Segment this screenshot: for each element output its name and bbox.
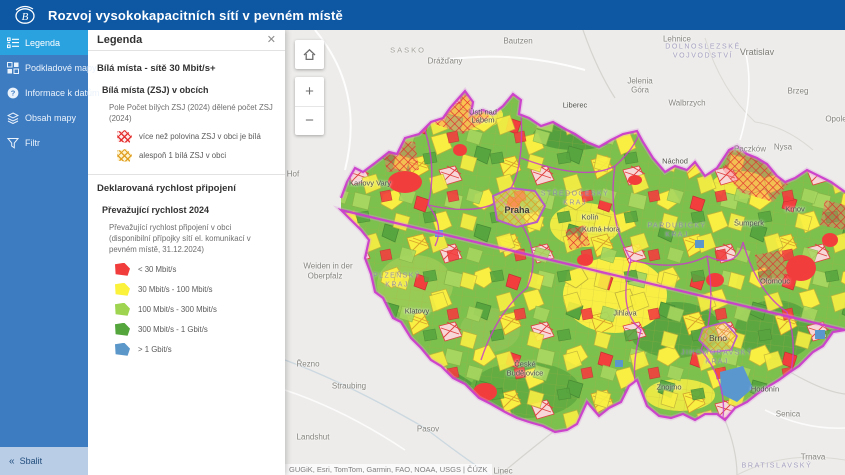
zoom-out-button[interactable]: − bbox=[305, 112, 314, 130]
layers-icon bbox=[7, 111, 19, 124]
home-icon bbox=[303, 48, 316, 61]
zoom-in-button[interactable]: + bbox=[295, 77, 324, 107]
red-crosshatch-swatch-icon bbox=[117, 130, 132, 144]
sidebar-item-label: Filtr bbox=[25, 137, 40, 148]
panel-divider bbox=[88, 174, 285, 176]
light-green-swatch-icon bbox=[115, 302, 130, 316]
app-header: B Rozvoj vysokokapacitních sítí v pevném… bbox=[0, 0, 845, 30]
sidebar-item-label: Legenda bbox=[25, 37, 61, 48]
green-swatch-icon bbox=[115, 322, 130, 336]
legend-sublayer-title: Převažující rychlost 2024 bbox=[102, 205, 210, 216]
legend-item: alespoň 1 bílá ZSJ v obci bbox=[117, 149, 276, 163]
legend-description: Převažující rychlost připojení v obci (d… bbox=[109, 223, 251, 254]
legend-item-label: > 1 Gbit/s bbox=[138, 344, 172, 354]
legend-item: 300 Mbit/s - 1 Gbit/s bbox=[115, 322, 276, 336]
legend-item-label: 300 Mbit/s - 1 Gbit/s bbox=[138, 324, 208, 334]
blue-swatch-icon bbox=[115, 342, 130, 356]
sidebar-item-informace-k-datum[interactable]: ? Informace k datům bbox=[0, 80, 100, 105]
svg-text:?: ? bbox=[11, 88, 16, 97]
legend-item: 100 Mbit/s - 300 Mbit/s bbox=[115, 302, 276, 316]
sidebar-item-filtr[interactable]: Filtr bbox=[0, 130, 88, 155]
sidebar-item-label: Podkladové mapy bbox=[25, 62, 97, 73]
legend-item-label: 100 Mbit/s - 300 Mbit/s bbox=[138, 304, 217, 314]
close-icon[interactable]: ✕ bbox=[266, 33, 276, 46]
info-question-icon: ? bbox=[7, 87, 19, 98]
map-attribution: GUGiK, Esri, TomTom, Garmin, FAO, NOAA, … bbox=[285, 464, 492, 475]
svg-text:B: B bbox=[22, 11, 29, 23]
collapse-sidebar-button[interactable]: « Sbalit bbox=[0, 447, 88, 475]
map-canvas[interactable] bbox=[285, 30, 845, 475]
basemap-lines bbox=[285, 30, 845, 475]
collapse-label: Sbalit bbox=[19, 456, 43, 466]
default-extent-button[interactable] bbox=[295, 40, 324, 69]
sidebar-item-legenda[interactable]: Legenda bbox=[0, 30, 88, 55]
legend-item-label: 30 Mbit/s - 100 Mbit/s bbox=[138, 284, 213, 294]
legend-panel-title: Legenda bbox=[97, 34, 143, 46]
map-container[interactable]: SASKO Drážďany Bautzen Lehnice DOLNOSLEZ… bbox=[285, 30, 845, 475]
legend-layer-title: Bílá místa - sítě 30 Mbit/s+ bbox=[97, 63, 216, 74]
legend-item: 30 Mbit/s - 100 Mbit/s bbox=[115, 282, 276, 296]
legend-item: více než polovina ZSJ v obci je bílá bbox=[117, 130, 276, 144]
yellow-crosshatch-swatch-icon bbox=[117, 149, 132, 163]
sidebar-item-label: Informace k datům bbox=[25, 87, 100, 98]
yellow-swatch-icon bbox=[115, 282, 130, 296]
zoom-control: + − bbox=[295, 77, 324, 135]
legend-item-label: alespoň 1 bílá ZSJ v obci bbox=[139, 151, 227, 161]
legend-list-icon bbox=[7, 37, 19, 48]
legend-panel-body: Bílá místa - sítě 30 Mbit/s+ Bílá místa … bbox=[88, 51, 285, 356]
sidebar-item-podkladove-mapy[interactable]: Podkladové mapy bbox=[0, 55, 97, 80]
sidebar-item-label: Obsah mapy bbox=[25, 112, 77, 123]
red-swatch-icon bbox=[115, 262, 130, 276]
page-title: Rozvoj vysokokapacitních sítí v pevném m… bbox=[48, 7, 343, 23]
legend-layer-title: Deklarovaná rychlost připojení bbox=[97, 183, 236, 195]
legend-sublayer-title: Bílá místa (ZSJ) v obcích bbox=[102, 85, 209, 95]
basemap-grid-icon bbox=[7, 61, 19, 74]
legend-panel-header: Legenda ✕ bbox=[88, 30, 285, 51]
sidebar-item-obsah-mapy[interactable]: Obsah mapy bbox=[0, 105, 88, 130]
legend-item: < 30 Mbit/s bbox=[115, 262, 276, 276]
legend-item: > 1 Gbit/s bbox=[115, 342, 276, 356]
sidebar: Legenda Podkladové mapy ? Informace k da… bbox=[0, 30, 100, 475]
filter-funnel-icon bbox=[7, 137, 19, 149]
legend-panel: Legenda ✕ Bílá místa - sítě 30 Mbit/s+ B… bbox=[88, 30, 285, 475]
legend-item-label: < 30 Mbit/s bbox=[138, 264, 177, 274]
legend-field-note: Pole Počet bílých ZSJ (2024) dělené poče… bbox=[109, 103, 273, 123]
legend-item-label: více než polovina ZSJ v obci je bílá bbox=[139, 132, 261, 142]
app-logo-icon: B bbox=[15, 5, 35, 24]
double-chevron-left-icon: « bbox=[9, 455, 14, 467]
